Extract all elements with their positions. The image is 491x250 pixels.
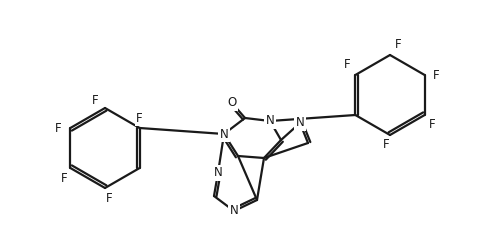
Text: F: F	[429, 118, 436, 132]
Text: N: N	[219, 128, 228, 140]
Text: N: N	[214, 166, 222, 179]
Text: N: N	[266, 114, 274, 128]
Text: N: N	[230, 204, 238, 218]
Text: F: F	[434, 68, 440, 82]
Text: F: F	[382, 138, 389, 151]
Text: F: F	[61, 172, 68, 184]
Text: F: F	[55, 122, 62, 134]
Text: F: F	[136, 112, 143, 124]
Text: F: F	[92, 94, 98, 106]
Text: N: N	[296, 116, 304, 130]
Text: O: O	[227, 96, 237, 110]
Text: F: F	[106, 192, 112, 204]
Text: F: F	[344, 58, 351, 71]
Text: F: F	[395, 38, 401, 52]
